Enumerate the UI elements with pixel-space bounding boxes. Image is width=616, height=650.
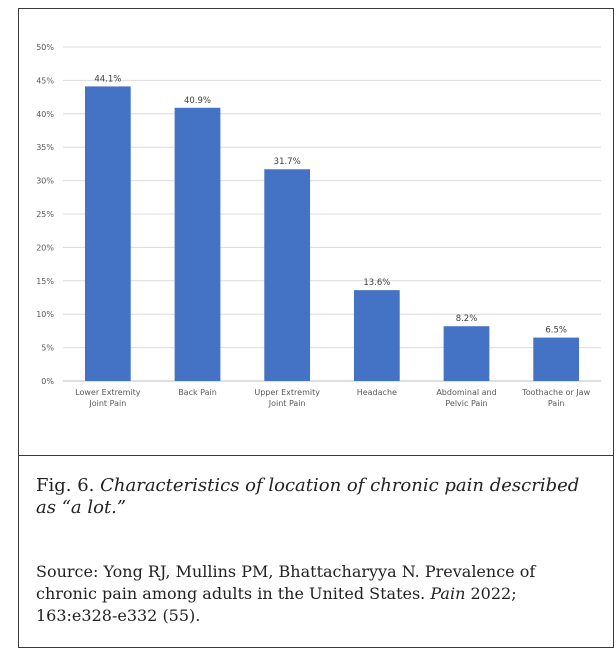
y-tick-label: 35% xyxy=(36,143,54,152)
bar xyxy=(533,337,580,381)
bar-chart: 0% 5% 10% 15% 20% 25% 30% 35% 40% 45% 50% 44.1% Lowe… xyxy=(36,43,601,408)
figure-frame: 0% 5% 10% 15% 20% 25% 30% 35% 40% 45% 50% 44.1% Lowe… xyxy=(18,8,614,648)
data-label: 13.6% xyxy=(363,278,390,288)
y-tick-label: 40% xyxy=(36,110,54,119)
y-tick-label: 10% xyxy=(36,310,54,319)
x-tick-label: Pelvic Pain xyxy=(445,399,487,408)
y-tick-label: 20% xyxy=(36,243,54,252)
y-tick-label: 25% xyxy=(36,210,54,219)
chart-panel: 0% 5% 10% 15% 20% 25% 30% 35% 40% 45% 50% 44.1% Lowe… xyxy=(19,9,613,456)
data-label: 6.5% xyxy=(545,326,567,336)
figure-caption-text: Characteristics of location of chronic p… xyxy=(36,475,580,518)
bar xyxy=(443,326,490,381)
y-tick-label: 0% xyxy=(41,377,54,386)
bar xyxy=(264,169,311,381)
y-tick-label: 30% xyxy=(36,177,54,186)
x-tick-label: Lower Extremity xyxy=(75,388,141,397)
figure-caption: Fig. 6. Characteristics of location of c… xyxy=(36,475,596,519)
bar xyxy=(353,290,400,381)
x-tick-label: Abdominal and xyxy=(436,388,496,397)
data-label: 44.1% xyxy=(94,74,121,84)
data-label: 31.7% xyxy=(274,157,301,167)
source-suffix: 2022; 163:e328-e332 (55). xyxy=(36,584,517,625)
figure-number: Fig. 6. xyxy=(36,475,95,496)
y-tick-label: 15% xyxy=(36,277,54,286)
x-tick-label: Pain xyxy=(548,399,565,408)
figure-source: Source: Yong RJ, Mullins PM, Bhattachary… xyxy=(36,561,596,627)
x-tick-label: Joint Pain xyxy=(268,399,306,408)
source-prefix: Source: Yong RJ, Mullins PM, Bhattachary… xyxy=(36,562,536,603)
x-tick-label: Upper Extremity xyxy=(254,388,320,397)
y-tick-label: 50% xyxy=(36,43,54,52)
y-tick-label: 45% xyxy=(36,76,54,85)
bar xyxy=(84,86,131,382)
y-tick-label: 5% xyxy=(41,344,54,353)
data-label: 40.9% xyxy=(184,96,211,106)
x-tick-label: Headache xyxy=(357,388,397,397)
bar xyxy=(174,107,221,382)
source-journal: Pain xyxy=(430,584,466,603)
x-tick-label: Joint Pain xyxy=(88,399,126,408)
data-label: 8.2% xyxy=(456,314,478,324)
x-tick-label: Toothache or Jaw xyxy=(521,388,590,397)
x-tick-label: Back Pain xyxy=(178,388,217,397)
